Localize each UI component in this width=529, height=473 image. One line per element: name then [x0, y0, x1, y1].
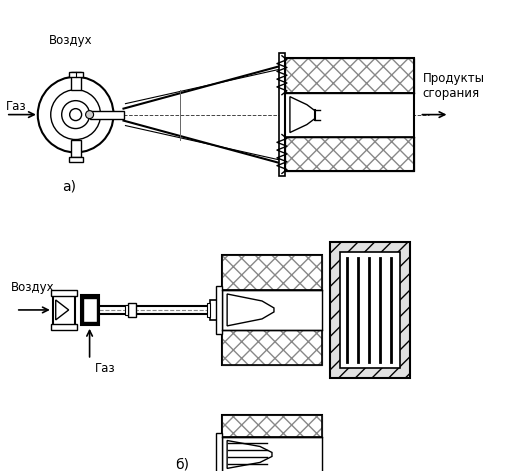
Bar: [285, 93, 415, 137]
Bar: [129, 303, 136, 317]
Bar: [330, 242, 409, 378]
Bar: [222, 255, 322, 365]
Bar: [222, 255, 322, 290]
Text: Продукты
сгорания: Продукты сгорания: [423, 72, 485, 100]
Bar: [285, 58, 415, 171]
Bar: [69, 72, 83, 77]
Text: а): а): [62, 179, 76, 193]
Polygon shape: [56, 300, 69, 320]
Bar: [71, 72, 80, 90]
Bar: [125, 305, 129, 315]
Text: б): б): [175, 457, 189, 472]
Bar: [216, 286, 222, 334]
Bar: [285, 58, 415, 93]
Polygon shape: [290, 96, 315, 132]
Bar: [51, 290, 77, 296]
Bar: [222, 414, 322, 437]
Text: Воздух: Воздух: [49, 34, 93, 47]
Bar: [80, 295, 98, 325]
Bar: [222, 290, 322, 330]
Text: Газ: Газ: [6, 100, 26, 113]
Bar: [222, 414, 322, 473]
Polygon shape: [227, 294, 274, 326]
Bar: [53, 292, 75, 328]
Circle shape: [86, 111, 94, 119]
Bar: [210, 300, 222, 320]
Bar: [51, 324, 77, 330]
Text: Воздух: Воздух: [11, 281, 54, 294]
Bar: [222, 330, 322, 365]
Circle shape: [62, 101, 89, 129]
Bar: [285, 137, 415, 171]
Bar: [71, 140, 80, 158]
Bar: [222, 414, 322, 437]
Polygon shape: [227, 440, 272, 468]
Circle shape: [51, 90, 101, 140]
Bar: [285, 137, 415, 171]
Bar: [340, 252, 399, 368]
Bar: [285, 58, 415, 93]
Bar: [207, 303, 210, 317]
Bar: [69, 158, 83, 162]
Bar: [279, 53, 285, 176]
Bar: [89, 111, 124, 119]
Bar: [222, 437, 322, 473]
Circle shape: [70, 109, 81, 121]
Bar: [222, 330, 322, 365]
Bar: [216, 432, 222, 473]
Bar: [83, 298, 97, 322]
Circle shape: [38, 77, 114, 152]
Bar: [222, 255, 322, 290]
Text: Газ: Газ: [95, 362, 115, 375]
